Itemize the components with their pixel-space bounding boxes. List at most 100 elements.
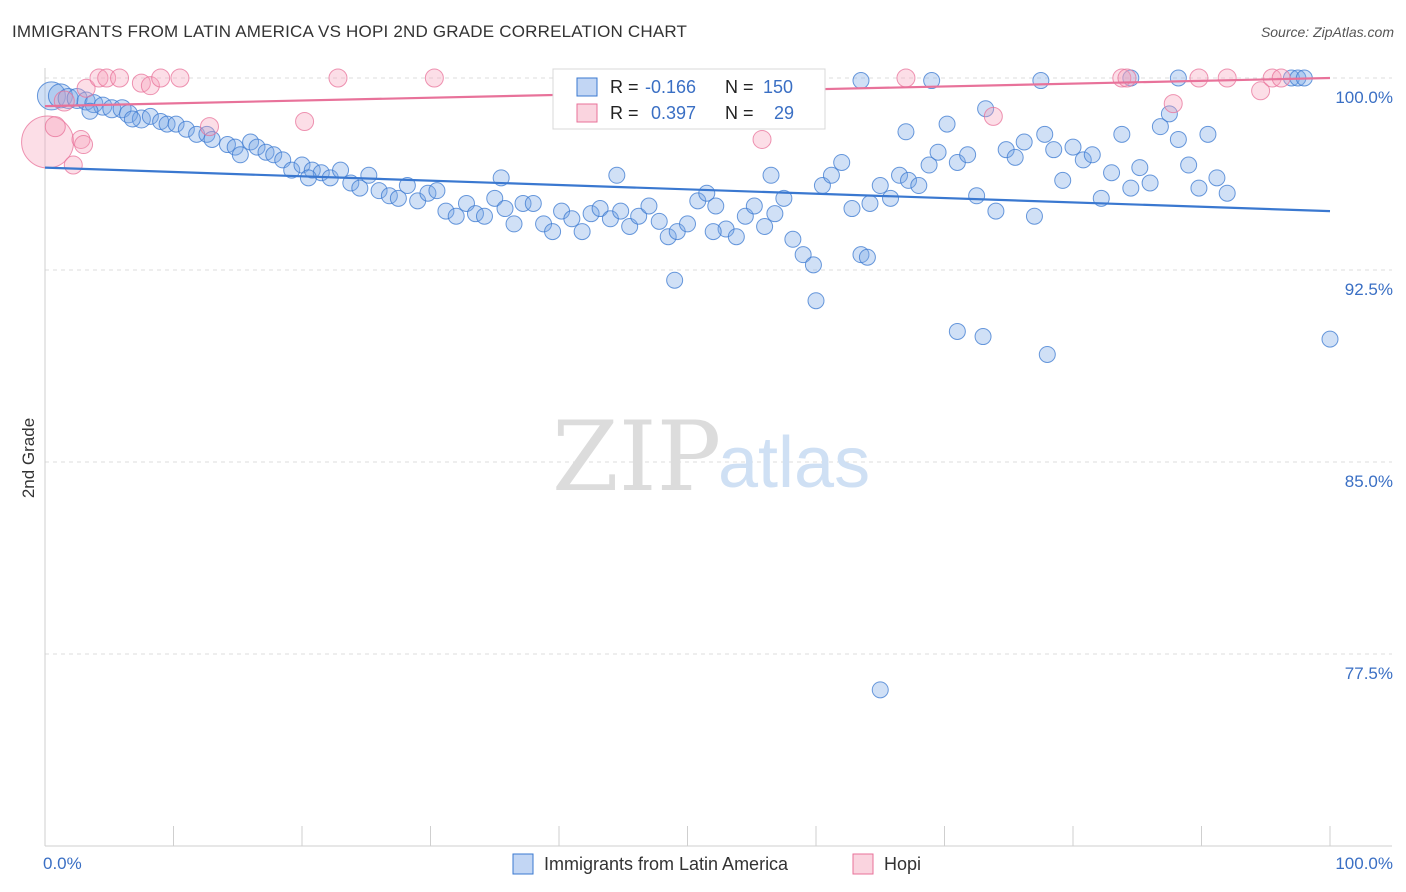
- point-latin-america-108: [1064, 138, 1082, 156]
- y-axis-title: 2nd Grade: [19, 418, 38, 498]
- point-latin-america-130: [948, 322, 966, 340]
- point-latin-america-100: [987, 202, 1005, 220]
- point-latin-america-63: [630, 207, 648, 225]
- point-latin-america-117: [1151, 118, 1169, 136]
- point-latin-america-129: [807, 292, 825, 310]
- point-hopi-5: [76, 78, 96, 98]
- point-hopi-28: [74, 135, 94, 155]
- point-latin-america-83: [822, 166, 840, 184]
- point-latin-america-42: [428, 182, 446, 200]
- point-latin-america-66: [659, 228, 677, 246]
- point-latin-america-109: [1074, 151, 1092, 169]
- point-latin-america-89: [882, 189, 900, 207]
- point-latin-america-127: [704, 223, 722, 241]
- point-latin-america-71: [707, 197, 725, 215]
- point-latin-america-97: [959, 146, 977, 164]
- point-hopi-3: [63, 155, 83, 175]
- point-latin-america-76: [756, 217, 774, 235]
- point-latin-america-14: [167, 115, 185, 133]
- point-latin-america-94: [929, 143, 947, 161]
- point-latin-america-104: [1025, 207, 1043, 225]
- stats-r-label-2: R =: [610, 103, 639, 123]
- point-latin-america-68: [679, 215, 696, 233]
- point-latin-america-43: [437, 202, 455, 220]
- point-latin-america-110: [1083, 146, 1101, 164]
- point-hopi-23: [1189, 68, 1209, 88]
- point-latin-america-64: [640, 197, 658, 215]
- trend-line-latin-america: [44, 166, 1331, 213]
- point-latin-america-113: [1113, 125, 1131, 143]
- y-tick-label-2: 85.0%: [1345, 472, 1393, 491]
- legend-label-hopi: Hopi: [884, 854, 921, 874]
- point-latin-america-21: [231, 146, 249, 164]
- point-latin-america-137: [923, 72, 941, 90]
- point-latin-america-133: [858, 248, 876, 266]
- point-hopi-13: [199, 117, 219, 137]
- point-latin-america-134: [897, 123, 915, 141]
- point-latin-america-131: [974, 328, 992, 346]
- point-latin-america-39: [398, 177, 416, 195]
- stats-box: [552, 68, 826, 130]
- point-latin-america-88: [871, 177, 889, 195]
- point-latin-america-112: [1103, 164, 1121, 182]
- point-latin-america-144: [1321, 330, 1339, 348]
- stats-swatch-pink: [576, 103, 598, 123]
- point-latin-america-61: [612, 202, 630, 220]
- point-latin-america-59: [591, 200, 609, 218]
- point-latin-america-56: [563, 210, 581, 228]
- stats-r-value-1: -0.166: [645, 77, 696, 97]
- x-tick-labels: 0.0% 100.0%: [43, 854, 1393, 873]
- point-hopi-6: [89, 68, 109, 88]
- point-latin-america-132: [666, 271, 684, 289]
- point-latin-america-116: [1141, 174, 1159, 192]
- point-latin-america-52: [524, 194, 542, 212]
- chart-title: IMMIGRANTS FROM LATIN AMERICA VS HOPI 2N…: [12, 22, 688, 41]
- point-latin-america-0: [36, 81, 66, 111]
- point-latin-america-11: [141, 107, 159, 125]
- point-latin-america-77: [766, 205, 784, 223]
- point-latin-america-145: [1038, 345, 1056, 363]
- point-hopi-11: [151, 68, 171, 88]
- point-hopi-24: [1217, 68, 1237, 88]
- stats-n-value-2: 29: [774, 103, 794, 123]
- point-latin-america-114: [1122, 179, 1140, 197]
- point-latin-america-140: [1169, 69, 1187, 87]
- point-latin-america-27: [283, 161, 301, 179]
- stats-n-label-1: N =: [725, 77, 754, 97]
- point-latin-america-35: [360, 166, 378, 184]
- legend: Immigrants from Latin America Hopi: [512, 853, 921, 875]
- point-latin-america-148: [123, 110, 141, 128]
- point-latin-america-78: [775, 189, 793, 207]
- point-latin-america-25: [265, 146, 283, 164]
- point-latin-america-38: [389, 189, 407, 207]
- point-hopi-1: [44, 116, 66, 138]
- point-latin-america-98: [968, 187, 986, 205]
- point-hopi-14: [295, 112, 315, 132]
- point-latin-america-81: [804, 256, 822, 274]
- point-latin-america-92: [910, 177, 928, 195]
- point-latin-america-107: [1054, 171, 1072, 189]
- point-latin-america-44: [447, 207, 465, 225]
- point-latin-america-99: [977, 100, 995, 118]
- y-tick-label-3: 77.5%: [1345, 664, 1393, 683]
- point-latin-america-54: [544, 223, 562, 241]
- point-hopi-15: [328, 68, 348, 88]
- point-hopi-21: [1117, 68, 1137, 88]
- point-hopi-4: [71, 129, 91, 149]
- point-hopi-19: [983, 106, 1003, 126]
- stats-n-label-2: N =: [725, 103, 754, 123]
- point-hopi-18: [896, 68, 916, 88]
- point-latin-america-138: [1032, 72, 1050, 90]
- axes: [44, 68, 1392, 847]
- point-latin-america-57: [573, 223, 591, 241]
- point-latin-america-119: [1169, 130, 1187, 148]
- point-hopi-17: [752, 129, 772, 149]
- point-latin-america-58: [582, 205, 600, 223]
- point-latin-america-36: [370, 182, 388, 200]
- point-latin-america-2: [57, 87, 79, 109]
- watermark: ZIP atlas: [552, 401, 870, 513]
- y-tick-label-0: 100.0%: [1335, 88, 1393, 107]
- point-latin-america-13: [158, 115, 176, 133]
- watermark-zip: ZIP: [552, 401, 721, 513]
- x-tick-label-0: 0.0%: [43, 854, 82, 873]
